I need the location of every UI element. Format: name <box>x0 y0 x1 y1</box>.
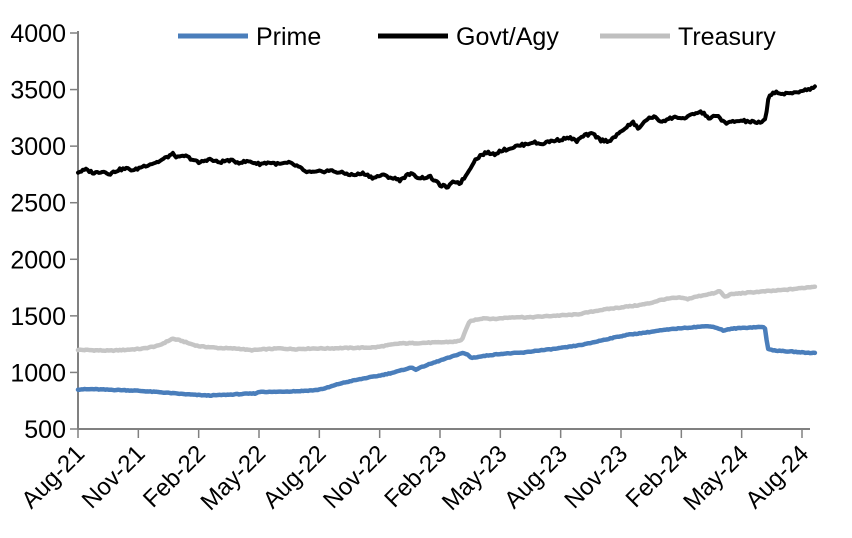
x-tick-label: May-24 <box>678 440 754 516</box>
x-tick-label: Nov-21 <box>77 440 151 514</box>
legend-label: Treasury <box>678 23 776 51</box>
y-tick-label: 500 <box>24 416 66 444</box>
legend-item-govt-agy: Govt/Agy <box>378 23 559 51</box>
series-line-prime <box>75 323 818 398</box>
plot-series <box>75 84 818 398</box>
legend: Prime Govt/Agy Treasury <box>178 23 776 51</box>
x-tick-label: May-22 <box>196 440 272 516</box>
x-tick-label: Nov-22 <box>318 440 392 514</box>
y-tick-label: 3000 <box>10 133 66 161</box>
y-tick-label: 1000 <box>10 359 66 387</box>
x-axis: Aug-21Nov-21Feb-22May-22Aug-22Nov-22Feb-… <box>16 428 814 516</box>
x-tick-label: May-23 <box>437 440 513 516</box>
x-tick-label: Aug-21 <box>16 440 90 514</box>
y-tick-label: 4000 <box>10 20 66 48</box>
series-line-treasury <box>75 284 818 354</box>
y-tick-label: 2500 <box>10 190 66 218</box>
x-tick-label: Nov-23 <box>559 440 633 514</box>
legend-item-prime: Prime <box>178 23 321 51</box>
x-tick-label: Aug-22 <box>258 440 332 514</box>
x-tick-label: Aug-23 <box>499 440 573 514</box>
series-line-govt-agy <box>76 84 817 190</box>
legend-label: Prime <box>256 23 321 51</box>
y-tick-label: 2000 <box>10 246 66 274</box>
legend-label: Govt/Agy <box>456 23 559 51</box>
y-axis: 500 1000 1500 2000 2500 3000 3500 4000 <box>10 20 79 444</box>
x-tick-label: Aug-24 <box>740 440 814 514</box>
legend-item-treasury: Treasury <box>600 23 776 51</box>
y-tick-label: 1500 <box>10 303 66 331</box>
y-tick-label: 3500 <box>10 77 66 105</box>
